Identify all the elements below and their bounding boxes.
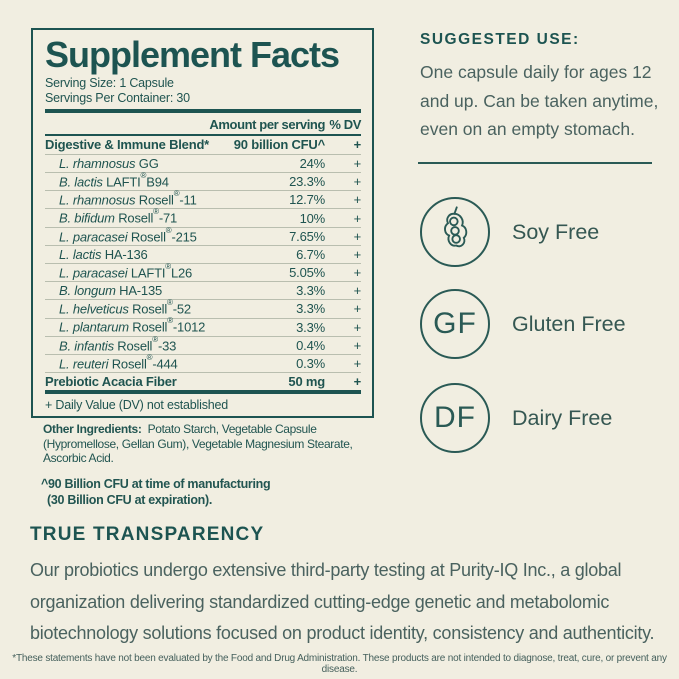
ingredient-amount: 24% bbox=[299, 155, 326, 171]
cfu-note-line2: (30 Billion CFU at expiration). bbox=[47, 493, 213, 507]
badge-label: Gluten Free bbox=[512, 311, 626, 336]
ingredient-name: L. plantarum Rosell®-1012 bbox=[59, 316, 206, 335]
thick-rule-bottom bbox=[45, 390, 361, 394]
ingredient-dv: + bbox=[353, 319, 362, 335]
suggested-use-line: and up. Can be taken anytime, bbox=[420, 90, 659, 111]
ingredient-amount: 3.3% bbox=[296, 301, 325, 317]
ingredient-amount: 7.65% bbox=[289, 228, 325, 244]
facts-rows: Digestive & Immune Blend* 90 billion CFU^… bbox=[45, 136, 361, 391]
ingredient-name: B. longum HA-135 bbox=[59, 283, 163, 299]
ingredient-amount: 6.7% bbox=[296, 246, 325, 262]
ingredient-amount: 5.05% bbox=[289, 265, 325, 281]
section-divider bbox=[418, 162, 652, 164]
thick-rule-top bbox=[45, 109, 361, 113]
suggested-use-heading: SUGGESTED USE: bbox=[420, 31, 580, 48]
facts-row: L. paracasei LAFTI®L26 5.05% + bbox=[45, 261, 362, 281]
suggested-use-line: One capsule daily for ages 12 bbox=[420, 62, 652, 82]
facts-row: L. plantarum Rosell®-1012 3.3% + bbox=[45, 316, 362, 336]
ingredient-amount: 12.7% bbox=[289, 192, 325, 208]
ingredient-dv: + bbox=[353, 246, 362, 262]
ingredient-amount: 0.3% bbox=[296, 356, 325, 372]
badge-label: Dairy Free bbox=[512, 405, 613, 430]
ingredient-dv: + bbox=[353, 174, 362, 190]
servings-per-container: Servings Per Container: 30 bbox=[45, 90, 190, 105]
serving-size: Serving Size: 1 Capsule bbox=[45, 76, 174, 90]
ingredient-name: L. paracasei Rosell®-215 bbox=[59, 225, 197, 244]
suggested-use-line: even on an empty stomach. bbox=[420, 119, 635, 139]
facts-row: B. longum HA-135 3.3% + bbox=[45, 281, 361, 299]
other-ingredients-text: Potato Starch, Vegetable Capsule (Hyprom… bbox=[43, 422, 353, 465]
transparency-line: Our probiotics undergo extensive third-p… bbox=[30, 560, 622, 580]
facts-row: Digestive & Immune Blend* 90 billion CFU^… bbox=[45, 136, 361, 154]
ingredient-amount: 10% bbox=[299, 210, 326, 226]
facts-row: L. rhamnosus GG 24% + bbox=[45, 153, 362, 172]
facts-row: L. rhamnosus Rosell®-11 12.7% + bbox=[45, 189, 362, 208]
facts-row: L. helveticus Rosell®-52 3.3% + bbox=[45, 298, 362, 317]
badge-gluten-free: GF Gluten Free bbox=[420, 289, 626, 359]
ingredient-name: L. lactis HA-136 bbox=[59, 246, 148, 262]
ingredient-dv: + bbox=[353, 192, 362, 208]
ingredient-dv: + bbox=[353, 337, 362, 353]
ingredient-amount: 90 billion CFU^ bbox=[233, 137, 325, 153]
ingredient-amount: 3.3% bbox=[296, 319, 325, 335]
ingredient-dv: + bbox=[353, 265, 362, 281]
col-dv-header: % DV bbox=[329, 116, 361, 132]
facts-row: Prebiotic Acacia Fiber 50 mg + bbox=[45, 372, 361, 390]
ingredient-dv: + bbox=[353, 283, 362, 299]
ingredient-dv: + bbox=[353, 228, 362, 244]
serving-info: Serving Size: 1 Capsule Servings Per Con… bbox=[45, 76, 361, 105]
other-ingredients-label: Other Ingredients: bbox=[43, 422, 142, 436]
ingredient-name: Digestive & Immune Blend* bbox=[45, 137, 210, 153]
soybean-icon bbox=[420, 197, 490, 267]
ingredient-name: B. infantis Rosell®-33 bbox=[59, 334, 177, 353]
other-ingredients: Other Ingredients: Potato Starch, Vegeta… bbox=[43, 422, 375, 466]
dv-footnote: + Daily Value (DV) not established bbox=[45, 398, 228, 412]
badge-abbr: DF bbox=[434, 401, 476, 434]
ingredient-name: Prebiotic Acacia Fiber bbox=[45, 374, 177, 390]
gluten-free-monogram-icon: GF bbox=[420, 289, 490, 359]
ingredient-name: L. paracasei LAFTI®L26 bbox=[59, 261, 193, 281]
ingredient-dv: + bbox=[353, 137, 362, 153]
badge-dairy-free: DF Dairy Free bbox=[420, 383, 612, 453]
facts-row: L. paracasei Rosell®-215 7.65% + bbox=[45, 225, 362, 245]
facts-row: L. reuteri Rosell®-444 0.3% + bbox=[45, 352, 362, 372]
fda-disclaimer: *These statements have not been evaluate… bbox=[12, 653, 667, 675]
ingredient-dv: + bbox=[353, 356, 362, 372]
ingredient-dv: + bbox=[353, 301, 362, 317]
facts-column-headers: Amount per serving % DV bbox=[45, 113, 361, 136]
ingredient-dv: + bbox=[353, 374, 362, 390]
ingredient-amount: 23.3% bbox=[289, 174, 325, 190]
supplement-facts-panel: Supplement Facts Serving Size: 1 Capsule… bbox=[31, 28, 374, 418]
ingredient-dv: + bbox=[353, 210, 362, 226]
facts-row: B. bifidum Rosell®-71 10% + bbox=[45, 207, 362, 226]
facts-row: B. infantis Rosell®-33 0.4% + bbox=[45, 334, 362, 354]
ingredient-name: L. rhamnosus Rosell®-11 bbox=[59, 189, 197, 208]
transparency-line: organization delivering standardized cut… bbox=[30, 591, 610, 612]
transparency-text: Our probiotics undergo extensive third-p… bbox=[30, 555, 654, 650]
badge-label: Soy Free bbox=[512, 219, 600, 244]
cfu-note-line1: ^90 Billion CFU at time of manufacturing bbox=[41, 477, 271, 491]
transparency-heading: TRUE TRANSPARENCY bbox=[30, 524, 265, 545]
facts-title: Supplement Facts bbox=[45, 34, 340, 75]
cfu-note: ^90 Billion CFU at time of manufacturing… bbox=[41, 476, 271, 508]
ingredient-amount: 3.3% bbox=[296, 283, 325, 299]
ingredient-amount: 50 mg bbox=[288, 374, 325, 390]
ingredient-name: L. helveticus Rosell®-52 bbox=[59, 298, 191, 317]
dairy-free-monogram-icon: DF bbox=[420, 383, 490, 453]
ingredient-amount: 0.4% bbox=[296, 337, 325, 353]
transparency-line: biotechnology solutions focused on produ… bbox=[30, 623, 655, 643]
ingredient-name: B. bifidum Rosell®-71 bbox=[59, 207, 178, 226]
ingredient-dv: + bbox=[353, 155, 362, 171]
facts-row: L. lactis HA-136 6.7% + bbox=[45, 244, 362, 263]
ingredient-name: B. lactis LAFTI®B94 bbox=[59, 170, 169, 190]
col-amount-header: Amount per serving bbox=[209, 116, 325, 132]
ingredient-name: L. reuteri Rosell®-444 bbox=[59, 352, 178, 372]
facts-row: B. lactis LAFTI®B94 23.3% + bbox=[45, 170, 362, 190]
suggested-use-text: One capsule daily for ages 12 and up. Ca… bbox=[420, 58, 658, 144]
ingredient-name: L. rhamnosus GG bbox=[59, 155, 159, 171]
badge-abbr: GF bbox=[433, 307, 477, 340]
badge-soy-free: Soy Free bbox=[420, 197, 599, 267]
